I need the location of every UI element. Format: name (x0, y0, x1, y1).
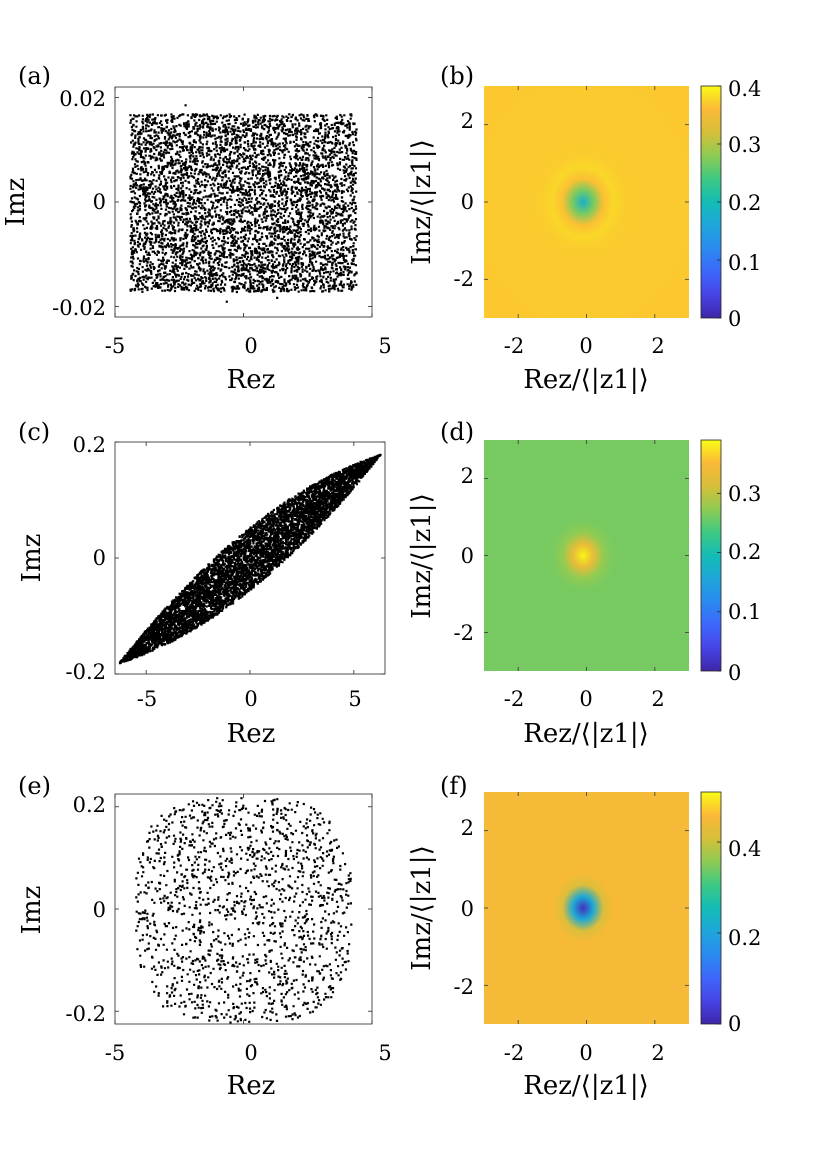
xtick-f-1: 0 (579, 1041, 592, 1065)
panel-c: (c) -5 0 5 0.2 0 -0.2 Rez Imz (17, 418, 386, 749)
xtick-c-1: 0 (244, 687, 257, 711)
xtick-b-1: 0 (579, 334, 592, 358)
xlabel-b-text: Rez/⟨|z1|⟩ (523, 365, 648, 395)
xtick-d-0: -2 (504, 687, 524, 711)
panel-label-a: (a) (18, 62, 51, 90)
xtick-d-2: 2 (651, 687, 664, 711)
panel-b: (b) -2 0 2 2 0 -2 0 0.1 0.2 0.3 0.4 Rez/… (407, 62, 761, 395)
cbar-tick-d-1: 0.1 (728, 600, 761, 624)
xtick-c-0: -5 (137, 687, 157, 711)
ytick-d-0: 2 (461, 464, 474, 488)
ytick-b-1: 0 (461, 190, 474, 214)
axes-box-e (114, 793, 373, 1025)
xtick-e-2: 5 (378, 1041, 391, 1065)
heatmap-f (484, 792, 689, 1024)
ytick-c-0: 0.2 (73, 433, 106, 457)
cbar-tick-b-1: 0.1 (728, 251, 761, 275)
xlabel-d-text: Rez/⟨|z1|⟩ (523, 719, 648, 749)
ytick-d-1: 0 (461, 544, 474, 568)
heatmap-d (484, 440, 689, 671)
cbar-tick-f-1: 0.2 (728, 926, 761, 950)
ylabel-d: Imz/⟨|z1|⟩ (407, 493, 437, 618)
ytick-a-1: 0 (93, 190, 106, 214)
cbar-tick-b-0: 0 (728, 307, 741, 331)
ylabel-b-text: Imz/⟨|z1|⟩ (407, 139, 437, 264)
ytick-b-0: 2 (461, 109, 474, 133)
xtick-c-2: 5 (348, 687, 361, 711)
xtick-e-1: 0 (244, 1041, 257, 1065)
ylabel-d-text: Imz/⟨|z1|⟩ (407, 493, 437, 618)
ytick-f-2: -2 (454, 975, 474, 999)
xtick-a-0: -5 (105, 334, 125, 358)
ylabel-b: Imz/⟨|z1|⟩ (407, 139, 437, 264)
ytick-c-1: 0 (93, 546, 106, 570)
axes-box-c (114, 441, 386, 675)
ytick-e-2: -0.2 (66, 1002, 107, 1026)
ytick-f-0: 2 (461, 816, 474, 840)
panel-label-d: (d) (440, 418, 474, 446)
xlabel-d: Rez/⟨|z1|⟩ (523, 719, 648, 749)
panel-a: (a) -5 0 5 -0.02 0 0.02 Rez Imz (1, 62, 392, 395)
xtick-f-2: 2 (651, 1041, 664, 1065)
axes-box-a (114, 86, 373, 318)
cbar-tick-b-4: 0.4 (728, 77, 761, 101)
panel-e: (e) -5 0 5 0.2 0 -0.2 Rez Imz (17, 772, 392, 1101)
scatter-e-points (114, 794, 373, 1024)
xtick-a-1: 0 (244, 334, 257, 358)
heatmap-b (484, 86, 689, 318)
colorbar-d (700, 439, 722, 672)
xlabel-f: Rez/⟨|z1|⟩ (523, 1071, 648, 1101)
xtick-b-0: -2 (504, 334, 524, 358)
panel-f: (f) -2 0 2 2 0 -2 0 0.2 0.4 Rez/⟨|z1|⟩ I… (407, 772, 761, 1101)
ytick-e-0: 0.2 (73, 793, 106, 817)
ytick-a-2: 0.02 (59, 87, 106, 111)
ylabel-f: Imz/⟨|z1|⟩ (407, 845, 437, 970)
cbar-tick-d-0: 0 (728, 661, 741, 685)
ytick-f-1: 0 (461, 897, 474, 921)
panel-d: (d) -2 0 2 2 0 -2 0 0.1 0.2 0.3 Rez/⟨|z1… (407, 418, 761, 749)
xtick-e-0: -5 (105, 1041, 125, 1065)
xlabel-b: Rez/⟨|z1|⟩ (523, 365, 648, 395)
xtick-d-1: 0 (579, 687, 592, 711)
panel-label-e: (e) (18, 772, 51, 800)
colorbar-f (700, 791, 722, 1025)
panel-label-c: (c) (18, 418, 50, 446)
scatter-a-cloud (129, 104, 358, 303)
ytick-c-2: -0.2 (66, 660, 107, 684)
ytick-b-2: -2 (454, 267, 474, 291)
ylabel-f-text: Imz/⟨|z1|⟩ (407, 845, 437, 970)
cbar-tick-d-3: 0.3 (728, 482, 761, 506)
panel-label-f: (f) (440, 772, 468, 800)
ytick-a-0: -0.02 (52, 296, 106, 320)
cbar-tick-b-3: 0.3 (728, 133, 761, 157)
xlabel-a: Rez (227, 365, 276, 395)
xtick-f-0: -2 (504, 1041, 524, 1065)
cbar-tick-b-2: 0.2 (728, 191, 761, 215)
scatter-c-points (115, 441, 385, 675)
ylabel-c: Imz (17, 534, 47, 583)
ytick-e-1: 0 (93, 898, 106, 922)
xlabel-f-text: Rez/⟨|z1|⟩ (523, 1071, 648, 1101)
ytick-d-2: -2 (454, 621, 474, 645)
xtick-b-2: 2 (651, 334, 664, 358)
xtick-a-2: 5 (378, 334, 391, 358)
panel-label-b: (b) (440, 62, 474, 90)
xlabel-e: Rez (227, 1071, 276, 1101)
cbar-tick-f-2: 0.4 (728, 837, 761, 861)
scatter-e-cloud (135, 797, 353, 1024)
scatter-c-cloud (118, 453, 382, 665)
xlabel-c: Rez (227, 719, 276, 749)
cbar-tick-d-2: 0.2 (728, 540, 761, 564)
ylabel-a: Imz (1, 178, 31, 227)
ylabel-e: Imz (17, 886, 47, 935)
cbar-tick-f-0: 0 (728, 1012, 741, 1036)
scatter-a-points (114, 87, 373, 317)
